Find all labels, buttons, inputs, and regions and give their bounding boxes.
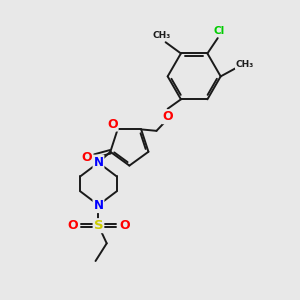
- Text: CH₃: CH₃: [236, 60, 254, 69]
- Text: O: O: [162, 110, 173, 123]
- Text: O: O: [107, 118, 118, 130]
- Text: O: O: [67, 219, 78, 232]
- Text: S: S: [94, 219, 103, 232]
- Text: O: O: [119, 219, 130, 232]
- Text: O: O: [82, 151, 92, 164]
- Text: N: N: [94, 199, 103, 212]
- Text: Cl: Cl: [214, 26, 225, 36]
- Text: N: N: [94, 156, 103, 169]
- Text: CH₃: CH₃: [153, 31, 171, 40]
